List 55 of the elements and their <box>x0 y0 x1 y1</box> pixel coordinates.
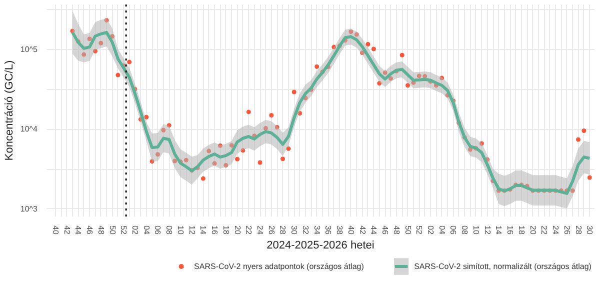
x-tick-label: 28 <box>278 226 288 235</box>
y-axis-title: Koncentráció (GC/L) <box>3 60 16 161</box>
x-axis-title: 2024-2025-2026 hetei <box>266 239 374 252</box>
x-tick-label: 48 <box>96 226 106 235</box>
y-tick-label: 10^4 <box>20 124 38 134</box>
x-tick-label: 10 <box>471 226 480 235</box>
x-tick-label: 28 <box>574 226 583 235</box>
x-tick-label: 44 <box>74 226 83 235</box>
x-tick-label: 52 <box>414 226 424 235</box>
x-tick-label: 16 <box>506 226 515 235</box>
x-tick-label: 26 <box>266 226 276 235</box>
x-tick-label: 42 <box>62 226 72 235</box>
x-tick-label: 02 <box>426 226 436 235</box>
x-tick-label: 24 <box>551 226 560 235</box>
x-tick-label: 04 <box>437 226 446 235</box>
x-tick-label: 02 <box>130 226 140 235</box>
x-tick-label: 20 <box>232 226 242 235</box>
x-tick-label: 20 <box>528 226 538 235</box>
x-tick-label: 06 <box>153 226 162 235</box>
x-tick-label: 44 <box>369 226 378 235</box>
x-tick-label: 14 <box>198 226 208 235</box>
x-tick-label: 50 <box>108 226 117 235</box>
x-tick-label: 24 <box>256 226 265 235</box>
x-tick-label: 06 <box>448 226 458 235</box>
x-tick-label: 18 <box>516 226 526 235</box>
x-tick-label: 38 <box>335 226 344 235</box>
x-tick-label: 40 <box>346 226 356 235</box>
x-tick-label: 16 <box>210 226 220 235</box>
x-tick-label: 26 <box>562 226 572 235</box>
y-tick-label: 10^3 <box>20 204 38 214</box>
x-tick-label: 40 <box>50 226 60 235</box>
x-tick-label: 12 <box>482 226 492 235</box>
x-tick-label: 22 <box>244 226 254 235</box>
x-tick-label: 18 <box>221 226 230 235</box>
legend-label: SARS-CoV-2 nyers adatpontok (országos átlag) <box>194 262 364 271</box>
x-tick-label: 42 <box>358 226 367 235</box>
x-tick-label: 48 <box>392 226 401 235</box>
x-tick-label: 32 <box>300 226 310 235</box>
x-tick-label: 30 <box>290 226 299 235</box>
x-tick-label: 36 <box>324 226 333 235</box>
x-tick-label: 50 <box>403 226 412 235</box>
y-tick-label: 10^5 <box>20 45 38 54</box>
x-tick-label: 10 <box>176 226 185 235</box>
x-tick-label: 04 <box>142 226 151 235</box>
x-tick-label: 12 <box>187 226 196 235</box>
x-tick-label: 22 <box>540 226 549 235</box>
x-tick-label: 30 <box>585 226 594 235</box>
x-tick-label: 34 <box>312 226 322 235</box>
x-tick-label: 52 <box>119 226 128 235</box>
legend-label: SARS-CoV-2 simított, normalizált (országos átlag) <box>414 262 592 271</box>
x-tick-label: 46 <box>380 226 390 235</box>
x-tick-label: 46 <box>85 226 94 235</box>
x-tick-label: 08 <box>164 226 174 235</box>
x-tick-label: 14 <box>494 226 504 235</box>
x-tick-label: 08 <box>460 226 470 235</box>
